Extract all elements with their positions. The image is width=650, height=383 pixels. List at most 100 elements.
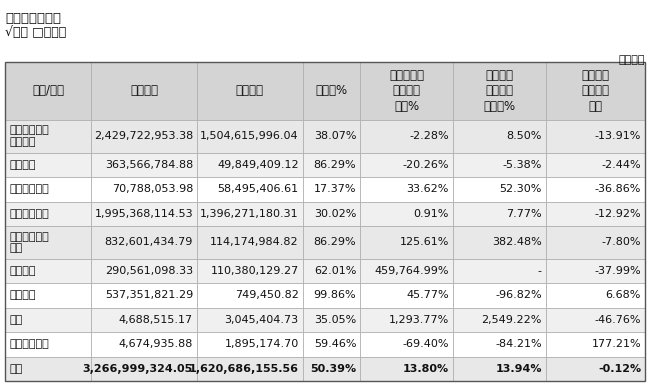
Bar [546, 120, 645, 152]
Text: -0.12%: -0.12% [598, 364, 641, 374]
Bar [92, 259, 197, 283]
Bar [360, 120, 453, 152]
Bar [5, 259, 92, 283]
Text: 1,293.77%: 1,293.77% [389, 315, 449, 325]
Bar [360, 308, 453, 332]
Bar [92, 357, 197, 381]
Text: -37.99%: -37.99% [594, 266, 641, 276]
Text: 1,995,368,114.53: 1,995,368,114.53 [94, 209, 193, 219]
Bar [546, 259, 645, 283]
Bar [92, 201, 197, 226]
Text: 其他: 其他 [9, 315, 22, 325]
Text: 二、文化内容
产品: 二、文化内容 产品 [9, 232, 49, 253]
Text: 832,601,434.79: 832,601,434.79 [105, 237, 193, 247]
Bar [92, 283, 197, 308]
Bar [453, 177, 546, 201]
Bar [5, 308, 92, 332]
Bar [5, 177, 92, 201]
Text: 毛利率%: 毛利率% [315, 85, 348, 98]
Text: 2,549.22%: 2,549.22% [482, 315, 542, 325]
Bar [453, 283, 546, 308]
Text: 毛利率比
上年同期
增减: 毛利率比 上年同期 增减 [581, 69, 610, 113]
Text: 35.05%: 35.05% [314, 315, 356, 325]
Text: -36.86%: -36.86% [595, 184, 641, 194]
Text: 749,450.82: 749,450.82 [235, 290, 298, 300]
Bar [453, 120, 546, 152]
Bar [360, 226, 453, 259]
Bar [546, 62, 645, 120]
Text: 7.77%: 7.77% [506, 209, 542, 219]
Bar [92, 62, 197, 120]
Text: 1,504,615,996.04: 1,504,615,996.04 [200, 131, 298, 141]
Text: 13.80%: 13.80% [403, 364, 449, 374]
Text: 110,380,129.27: 110,380,129.27 [211, 266, 298, 276]
Bar [453, 332, 546, 357]
Text: 4,674,935.88: 4,674,935.88 [118, 339, 193, 349]
Bar [546, 357, 645, 381]
Text: 3,045,404.73: 3,045,404.73 [224, 315, 298, 325]
Bar [5, 152, 92, 177]
Text: -7.80%: -7.80% [601, 237, 641, 247]
Text: 按产品分类分析: 按产品分类分析 [5, 12, 61, 25]
Bar [197, 259, 303, 283]
Bar [546, 152, 645, 177]
Bar [92, 152, 197, 177]
Bar [5, 120, 92, 152]
Text: 6.68%: 6.68% [606, 290, 641, 300]
Bar [453, 259, 546, 283]
Text: 52.30%: 52.30% [499, 184, 542, 194]
Bar [546, 283, 645, 308]
Bar [453, 201, 546, 226]
Bar [5, 62, 645, 381]
Bar [197, 332, 303, 357]
Bar [92, 120, 197, 152]
Bar [360, 201, 453, 226]
Text: 50.39%: 50.39% [310, 364, 356, 374]
Text: 3,266,999,324.05: 3,266,999,324.05 [83, 364, 193, 374]
Text: 一、文化科技
主题公园: 一、文化科技 主题公园 [9, 126, 49, 147]
Bar [546, 226, 645, 259]
Text: 59.46%: 59.46% [314, 339, 356, 349]
Bar [360, 177, 453, 201]
Bar [197, 62, 303, 120]
Bar [92, 332, 197, 357]
Text: 58,495,406.61: 58,495,406.61 [218, 184, 298, 194]
Text: 营业收入: 营业收入 [130, 85, 158, 98]
Text: -13.91%: -13.91% [595, 131, 641, 141]
Text: 类别/项目: 类别/项目 [32, 85, 64, 98]
Bar [360, 152, 453, 177]
Bar [92, 177, 197, 201]
Text: 三、其他业务: 三、其他业务 [9, 339, 49, 349]
Text: 86.29%: 86.29% [313, 160, 356, 170]
Text: 4,688,515.17: 4,688,515.17 [119, 315, 193, 325]
Text: -: - [538, 266, 542, 276]
Text: 0.91%: 0.91% [413, 209, 449, 219]
Bar [5, 62, 92, 120]
Bar [5, 226, 92, 259]
Text: -5.38%: -5.38% [502, 160, 542, 170]
Bar [92, 226, 197, 259]
Text: 8.50%: 8.50% [506, 131, 542, 141]
Bar [546, 308, 645, 332]
Text: 38.07%: 38.07% [314, 131, 356, 141]
Bar [360, 259, 453, 283]
Bar [5, 283, 92, 308]
Text: 13.94%: 13.94% [495, 364, 542, 374]
Text: -20.26%: -20.26% [402, 160, 449, 170]
Bar [197, 226, 303, 259]
Bar [5, 357, 92, 381]
Text: 45.77%: 45.77% [406, 290, 449, 300]
Text: -96.82%: -96.82% [495, 290, 542, 300]
Text: 86.29%: 86.29% [313, 237, 356, 247]
Bar [5, 201, 92, 226]
Bar [546, 332, 645, 357]
Bar [197, 201, 303, 226]
Bar [303, 226, 360, 259]
Bar [303, 120, 360, 152]
Bar [453, 308, 546, 332]
Bar [197, 152, 303, 177]
Text: 363,566,784.88: 363,566,784.88 [105, 160, 193, 170]
Bar [197, 120, 303, 152]
Bar [303, 152, 360, 177]
Bar [546, 177, 645, 201]
